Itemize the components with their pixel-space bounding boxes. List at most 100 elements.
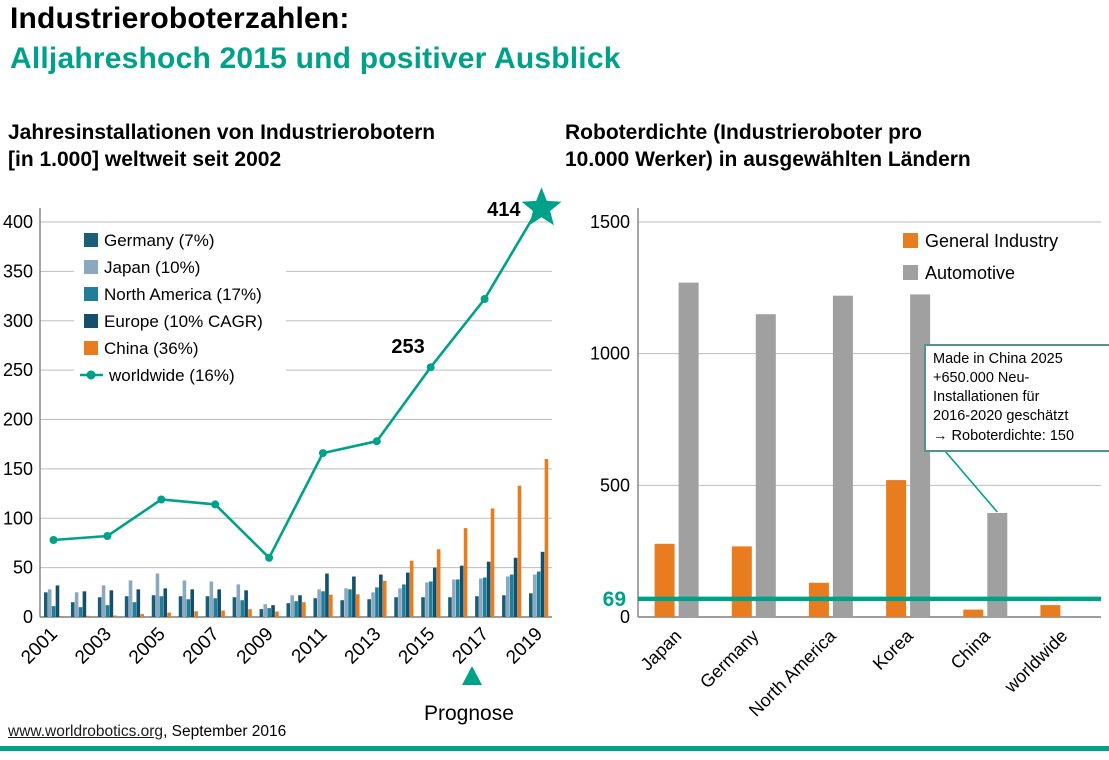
bar xyxy=(47,589,52,617)
svg-text:Korea: Korea xyxy=(869,625,918,674)
bar xyxy=(355,594,360,617)
legend-swatch xyxy=(903,265,918,280)
bar xyxy=(436,549,441,617)
bar xyxy=(232,597,237,617)
bar xyxy=(886,480,907,617)
callout-pointer xyxy=(944,450,998,513)
bar xyxy=(313,598,318,617)
svg-text:2007: 2007 xyxy=(179,624,224,669)
svg-text:50: 50 xyxy=(13,558,33,578)
legend-swatch xyxy=(84,341,98,355)
svg-text:2009: 2009 xyxy=(233,624,278,669)
bar xyxy=(240,600,245,617)
svg-text:2005: 2005 xyxy=(125,624,170,669)
bar xyxy=(263,604,268,617)
bar xyxy=(513,557,518,617)
bar xyxy=(455,579,460,617)
bar xyxy=(509,574,514,617)
svg-text:North America (17%): North America (17%) xyxy=(104,285,262,304)
bar xyxy=(209,581,214,617)
bar xyxy=(536,571,541,617)
bar xyxy=(517,485,522,617)
legend-swatch xyxy=(84,233,98,247)
svg-text:Europe (10% CAGR): Europe (10% CAGR) xyxy=(104,312,263,331)
bar xyxy=(910,294,931,617)
bar xyxy=(429,581,433,617)
bar xyxy=(86,615,91,617)
bar xyxy=(190,589,195,617)
svg-text:China: China xyxy=(947,625,995,673)
bar xyxy=(654,543,675,617)
bar xyxy=(259,609,264,617)
bar xyxy=(329,594,333,617)
page-subtitle-accent: Alljahreshoch 2015 und positiver Ausblic… xyxy=(10,42,621,75)
bar xyxy=(425,582,429,617)
svg-text:2017: 2017 xyxy=(448,624,493,669)
bar xyxy=(167,612,171,617)
bar xyxy=(502,595,506,617)
legend-swatch xyxy=(903,233,918,248)
bar xyxy=(405,572,410,617)
bar xyxy=(248,609,252,617)
svg-text:100: 100 xyxy=(3,508,33,528)
bar xyxy=(294,601,298,617)
svg-text:0: 0 xyxy=(620,607,630,627)
source-link[interactable]: www.worldrobotics.org xyxy=(8,723,164,740)
legend-swatch xyxy=(84,314,98,328)
bar xyxy=(236,584,241,617)
china-callout-box: Made in China 2025 +650.000 Neu- Install… xyxy=(924,344,1109,452)
callout-line: Made in China 2025 xyxy=(933,351,1063,367)
bar xyxy=(463,528,468,618)
svg-text:0: 0 xyxy=(23,607,33,627)
svg-text:253: 253 xyxy=(391,336,424,358)
bar xyxy=(70,602,75,617)
bar xyxy=(540,551,545,617)
bar xyxy=(78,607,83,618)
svg-text:Japan (10%): Japan (10%) xyxy=(104,258,200,277)
left-chart-title: Jahresinstallationen von Industrierobote… xyxy=(8,120,435,174)
source-footer: www.worldrobotics.org, September 2016 xyxy=(8,723,286,741)
svg-text:400: 400 xyxy=(3,212,33,232)
forecast-arrow-icon xyxy=(462,666,482,685)
svg-text:250: 250 xyxy=(3,360,33,380)
bar xyxy=(101,585,106,617)
bar xyxy=(348,589,352,617)
right-chart-title-line1: Roboterdichte (Industrieroboter pro xyxy=(565,121,922,144)
legend-swatch xyxy=(84,287,98,301)
bar xyxy=(217,589,221,617)
bar xyxy=(298,595,302,617)
bar xyxy=(194,611,198,617)
bar xyxy=(74,592,79,617)
bar xyxy=(109,590,114,617)
svg-text:worldwide: worldwide xyxy=(1000,626,1071,697)
bar xyxy=(182,580,187,617)
worldwide-line xyxy=(53,207,540,560)
bar xyxy=(140,614,145,617)
left-chart-title-line1: Jahresinstallationen von Industrierobote… xyxy=(8,121,436,144)
bar xyxy=(529,593,533,617)
bar xyxy=(321,591,325,617)
svg-text:150: 150 xyxy=(3,459,33,479)
bar xyxy=(475,596,479,617)
svg-text:General Industry: General Industry xyxy=(925,231,1058,251)
bar xyxy=(55,585,60,617)
svg-text:414: 414 xyxy=(487,199,521,221)
bar xyxy=(132,602,137,617)
bar xyxy=(205,596,210,617)
bar xyxy=(452,579,456,617)
bar xyxy=(402,584,406,617)
svg-text:2015: 2015 xyxy=(395,624,440,669)
bar xyxy=(375,587,379,618)
bar xyxy=(379,574,383,617)
left-chart-title-line2: [in 1.000] weltweit seit 2002 xyxy=(8,147,282,171)
bar xyxy=(213,598,218,617)
bar xyxy=(963,609,984,617)
bar xyxy=(155,573,160,617)
bar xyxy=(532,574,537,617)
bar xyxy=(344,588,348,617)
svg-text:Germany: Germany xyxy=(696,626,762,692)
bar xyxy=(398,588,402,617)
bar xyxy=(124,596,129,617)
bar xyxy=(267,608,271,617)
